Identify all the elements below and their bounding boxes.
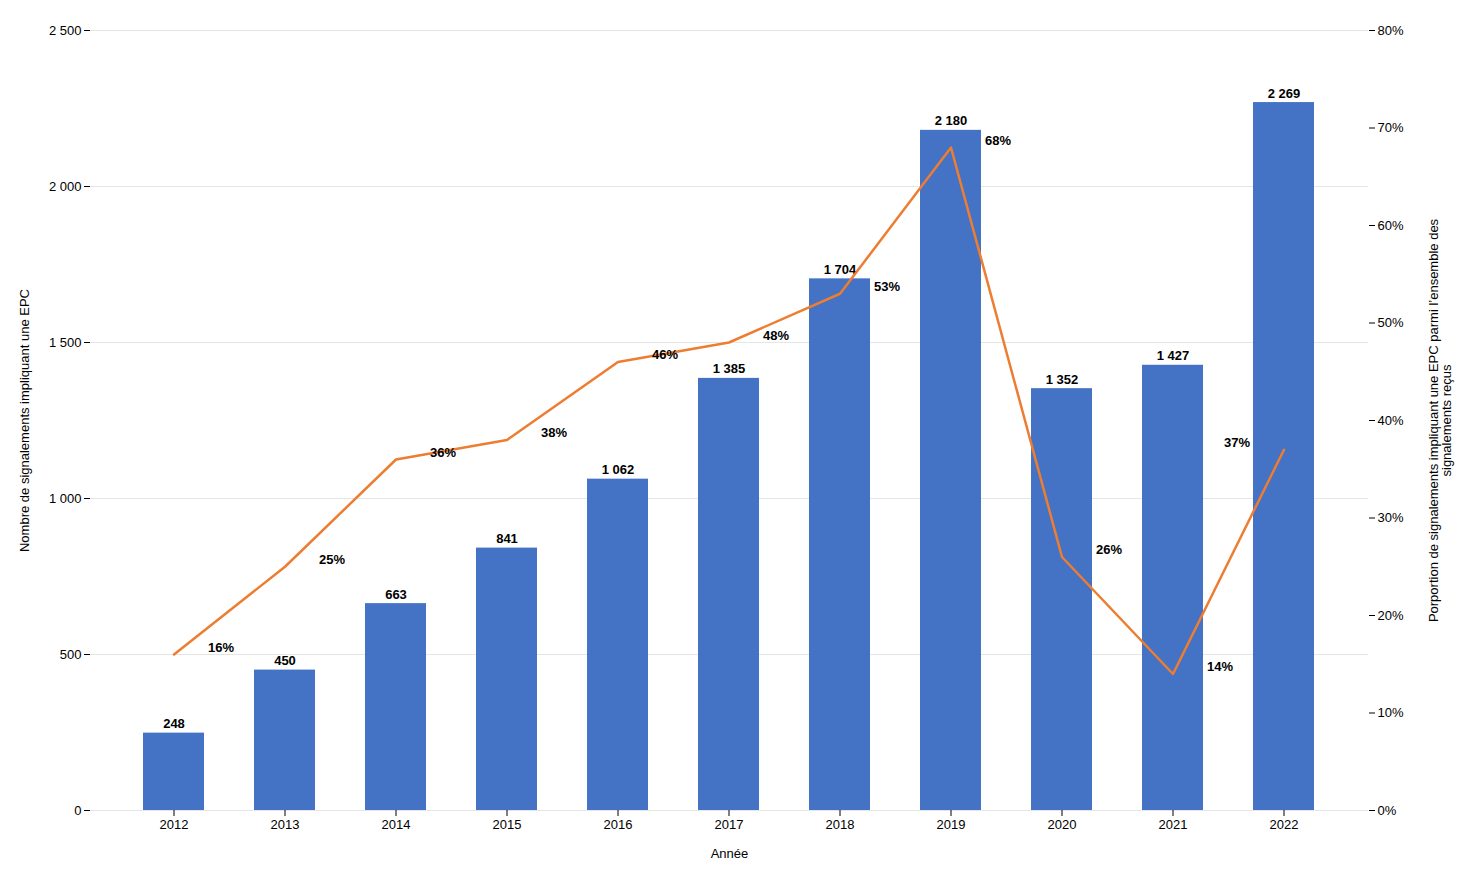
svg-text:2015: 2015 bbox=[493, 817, 522, 832]
svg-text:50%: 50% bbox=[1378, 315, 1404, 330]
svg-text:2013: 2013 bbox=[271, 817, 300, 832]
svg-text:2017: 2017 bbox=[715, 817, 744, 832]
svg-text:2022: 2022 bbox=[1270, 817, 1299, 832]
svg-text:70%: 70% bbox=[1378, 120, 1404, 135]
svg-text:1 427: 1 427 bbox=[1157, 348, 1190, 363]
svg-text:16%: 16% bbox=[208, 640, 234, 655]
svg-text:2 269: 2 269 bbox=[1268, 86, 1301, 101]
svg-text:2019: 2019 bbox=[937, 817, 966, 832]
svg-text:Année: Année bbox=[711, 846, 749, 861]
svg-text:2021: 2021 bbox=[1159, 817, 1188, 832]
svg-text:10%: 10% bbox=[1378, 705, 1404, 720]
svg-text:2014: 2014 bbox=[382, 817, 411, 832]
svg-text:2 180: 2 180 bbox=[935, 113, 968, 128]
svg-text:248: 248 bbox=[163, 716, 185, 731]
svg-text:2012: 2012 bbox=[160, 817, 189, 832]
svg-text:Nombre de signalements impliqu: Nombre de signalements impliquant une EP… bbox=[17, 289, 32, 552]
svg-text:14%: 14% bbox=[1207, 659, 1233, 674]
svg-text:40%: 40% bbox=[1378, 413, 1404, 428]
svg-text:2018: 2018 bbox=[826, 817, 855, 832]
svg-text:30%: 30% bbox=[1378, 510, 1404, 525]
svg-text:38%: 38% bbox=[541, 425, 567, 440]
svg-text:0: 0 bbox=[74, 803, 81, 818]
svg-text:48%: 48% bbox=[763, 328, 789, 343]
svg-text:2020: 2020 bbox=[1048, 817, 1077, 832]
svg-text:68%: 68% bbox=[985, 133, 1011, 148]
svg-text:1 000: 1 000 bbox=[49, 491, 82, 506]
svg-text:2 500: 2 500 bbox=[49, 23, 82, 38]
svg-text:46%: 46% bbox=[652, 347, 678, 362]
svg-text:450: 450 bbox=[274, 653, 296, 668]
svg-text:1 385: 1 385 bbox=[713, 361, 746, 376]
svg-text:841: 841 bbox=[496, 531, 518, 546]
svg-text:26%: 26% bbox=[1096, 542, 1122, 557]
svg-text:20%: 20% bbox=[1378, 608, 1404, 623]
svg-text:80%: 80% bbox=[1378, 23, 1404, 38]
svg-text:Porportion de signalements imp: Porportion de signalements impliquant un… bbox=[1426, 218, 1454, 622]
svg-text:25%: 25% bbox=[319, 552, 345, 567]
svg-text:1 704: 1 704 bbox=[824, 262, 857, 277]
svg-text:36%: 36% bbox=[430, 445, 456, 460]
svg-text:1 352: 1 352 bbox=[1046, 372, 1079, 387]
svg-text:37%: 37% bbox=[1224, 435, 1250, 450]
svg-text:53%: 53% bbox=[874, 279, 900, 294]
svg-text:663: 663 bbox=[385, 587, 407, 602]
svg-text:0%: 0% bbox=[1378, 803, 1397, 818]
svg-text:2 000: 2 000 bbox=[49, 179, 82, 194]
svg-text:1 500: 1 500 bbox=[49, 335, 82, 350]
svg-text:500: 500 bbox=[60, 647, 82, 662]
svg-text:1 062: 1 062 bbox=[602, 462, 635, 477]
svg-text:2016: 2016 bbox=[604, 817, 633, 832]
svg-text:60%: 60% bbox=[1378, 218, 1404, 233]
